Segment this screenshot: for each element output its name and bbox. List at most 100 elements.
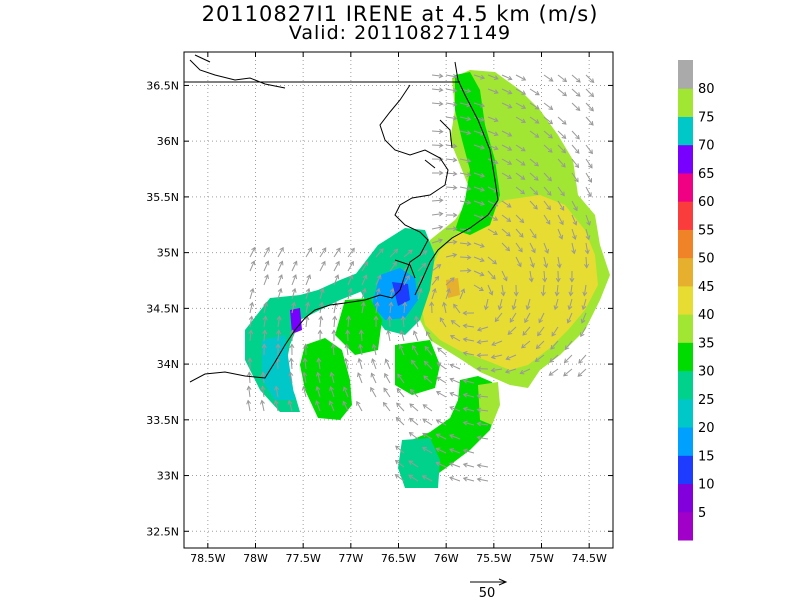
wind-vector-head xyxy=(507,132,513,137)
wind-vector xyxy=(529,116,540,124)
wind-vector-head xyxy=(466,241,472,247)
wind-vector-head xyxy=(277,287,283,293)
wind-vector xyxy=(375,248,384,258)
wind-vector xyxy=(491,354,503,359)
wind-region-35 xyxy=(455,72,500,235)
wind-vector-head xyxy=(422,432,427,438)
wind-vector xyxy=(383,387,391,398)
wind-vector-head xyxy=(480,144,486,150)
wind-vector-head xyxy=(361,287,367,293)
wind-vector-head xyxy=(569,277,575,283)
wind-vector xyxy=(557,116,567,125)
wind-vector-head xyxy=(398,344,404,350)
wind-vector xyxy=(423,404,433,412)
wind-vector xyxy=(410,389,419,398)
wind-vector xyxy=(463,407,475,412)
wind-vector xyxy=(538,312,545,323)
wind-vector-head xyxy=(533,204,538,210)
wind-vector xyxy=(263,316,267,328)
wind-vector xyxy=(319,261,326,272)
wind-vector-head xyxy=(449,476,455,481)
wind-vector-head xyxy=(575,92,581,97)
wind-vector xyxy=(571,102,581,111)
wind-vector-head xyxy=(399,329,405,335)
wind-vector-head xyxy=(423,375,429,380)
wind-vector-head xyxy=(291,301,297,307)
wind-vector-head xyxy=(589,78,595,84)
wind-vector-head xyxy=(421,475,427,480)
wind-vector-head xyxy=(346,315,351,321)
wind-vector-head xyxy=(384,372,389,378)
wind-vector-head xyxy=(438,211,444,217)
wind-vector xyxy=(463,393,475,398)
wind-vector-head xyxy=(288,357,294,363)
wind-vector xyxy=(346,344,349,356)
wind-vector-head xyxy=(292,260,298,266)
wind-vector xyxy=(403,275,410,286)
wind-vector xyxy=(358,358,363,370)
wind-vector-head xyxy=(575,134,580,140)
wind-vector-head xyxy=(386,329,392,335)
wind-vector-head xyxy=(260,385,266,391)
wind-vector xyxy=(445,102,457,106)
wind-vector-head xyxy=(370,372,376,378)
wind-vector xyxy=(445,116,457,120)
wind-vector xyxy=(436,391,447,398)
wind-vector-head xyxy=(554,291,560,297)
wind-vector xyxy=(529,270,533,282)
wind-vector xyxy=(445,241,457,244)
wind-vector xyxy=(571,200,578,211)
wind-vector xyxy=(403,262,412,272)
wind-vector-head xyxy=(292,274,298,280)
colorbar-label: 60 xyxy=(698,195,715,210)
wind-vector-head xyxy=(462,378,468,384)
wind-vector-head xyxy=(493,216,499,221)
wind-vector xyxy=(557,158,566,168)
wind-vector-head xyxy=(412,330,418,336)
wind-vector xyxy=(247,400,251,412)
wind-vector-head xyxy=(493,75,499,80)
wind-vector-head xyxy=(548,133,553,139)
wind-vector-head xyxy=(303,343,309,349)
wind-vector-head xyxy=(248,329,254,335)
wind-vector xyxy=(585,144,593,154)
wind-vector-head xyxy=(409,388,415,394)
wind-vector xyxy=(585,256,588,268)
wind-vector xyxy=(473,186,485,191)
colorbar-swatch xyxy=(678,172,693,202)
wind-vector-head xyxy=(408,249,413,255)
wind-vector-head xyxy=(556,263,562,269)
wind-vector-head xyxy=(452,171,458,177)
wind-vector-head xyxy=(319,287,325,293)
wind-vector xyxy=(424,346,433,356)
wind-vector-head xyxy=(561,120,567,125)
wind-vector xyxy=(305,316,308,328)
wind-vector-head xyxy=(524,318,529,324)
wind-vector-head xyxy=(522,331,528,336)
wind-vector-head xyxy=(449,391,455,397)
wind-vector-head xyxy=(520,189,526,195)
wind-vector-head xyxy=(371,343,377,349)
wind-vector-head xyxy=(349,260,354,266)
colorbar-swatch xyxy=(678,370,693,400)
colorbar-swatch xyxy=(678,455,693,485)
wind-vector-head xyxy=(301,385,307,391)
colorbar-label: 10 xyxy=(698,478,715,493)
wind-vector-head xyxy=(466,268,472,274)
wind-vector-head xyxy=(449,335,455,340)
wind-vector xyxy=(501,158,512,165)
wind-vector xyxy=(473,200,485,205)
wind-vector-head xyxy=(462,392,468,398)
colorbar-label: 25 xyxy=(698,393,715,408)
wind-vector xyxy=(557,214,564,225)
wind-vector-head xyxy=(480,186,486,192)
wind-vector xyxy=(403,249,413,258)
wind-vector xyxy=(577,368,587,377)
wind-vector-head xyxy=(551,331,556,337)
lat-tick-labels: 32.5N 33N 33.5N 34N 34.5N 35N 35.5N 36N 36.5N xyxy=(146,79,179,538)
wind-vector-head xyxy=(466,199,472,205)
wind-vector xyxy=(395,474,405,482)
wind-vector-head xyxy=(250,260,256,266)
wind-region-south-band-edge xyxy=(478,382,500,425)
wind-vector xyxy=(557,74,567,82)
